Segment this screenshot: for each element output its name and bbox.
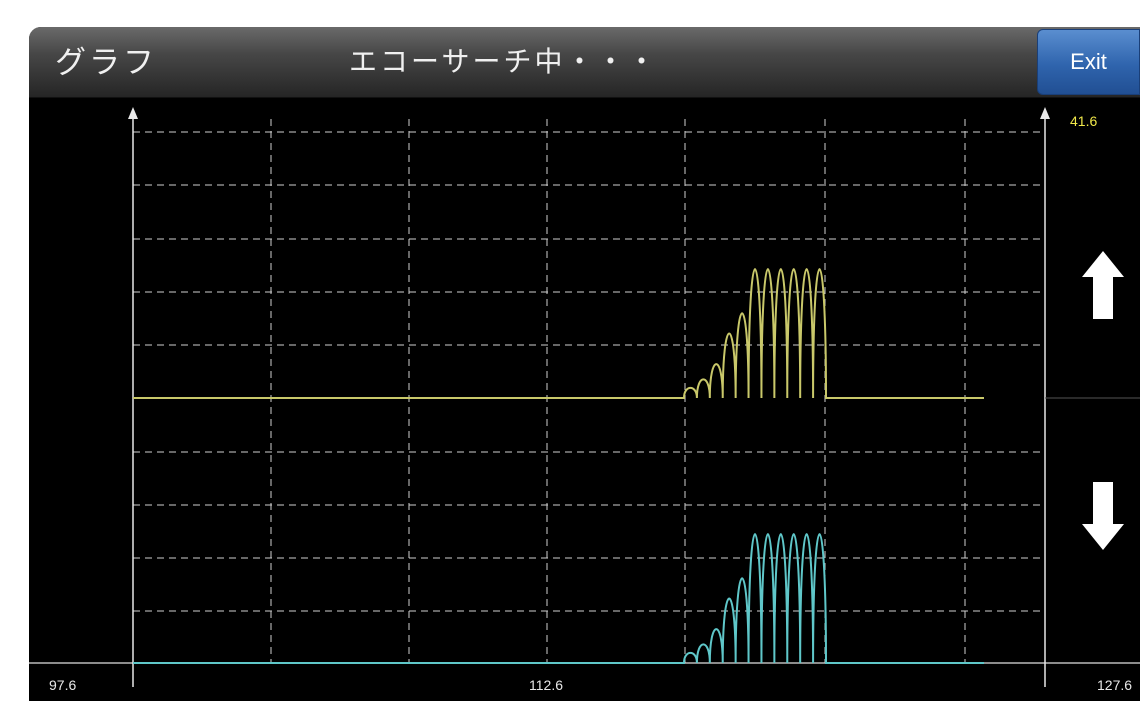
y-max-label: 41.6 [1070,113,1098,129]
right-axis-arrow [1040,107,1050,119]
x-mid-label: 112.6 [529,677,563,693]
upper-echo-trace [133,268,984,399]
exit-button[interactable]: Exit [1037,29,1140,95]
left-axis-arrow [128,107,138,119]
device-screen: グラフ エコーサーチ中・・・ Exit 41.6 97.6 112.6 127.… [29,27,1140,701]
title-bar: グラフ エコーサーチ中・・・ Exit [29,27,1140,98]
lower-echo-trace [133,533,984,664]
arrow-down-icon[interactable] [1080,480,1126,552]
status-text: エコーサーチ中・・・ [349,45,659,78]
echo-graph [29,107,1140,687]
page-title: グラフ [55,45,157,81]
x-min-label: 97.6 [49,677,77,693]
arrow-up-icon[interactable] [1080,249,1126,321]
x-max-label: 127.6 [1097,677,1133,693]
